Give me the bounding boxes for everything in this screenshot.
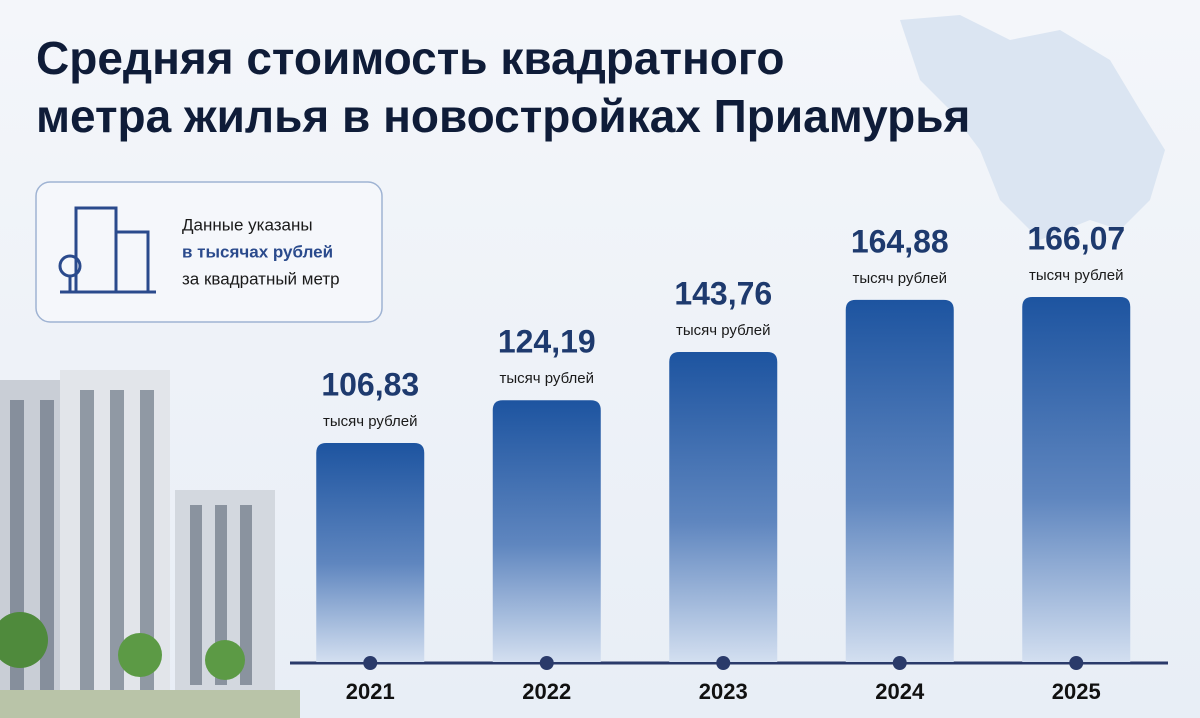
bar <box>845 299 954 662</box>
value-label: 143,76 <box>674 275 772 311</box>
chart-title: метра жилья в новостройках Приамурья <box>36 90 970 142</box>
bar <box>316 443 425 662</box>
note-text: за квадратный метр <box>182 269 340 288</box>
value-label: 166,07 <box>1027 220 1125 256</box>
axis-dot <box>363 656 378 670</box>
axis-dot <box>716 656 731 670</box>
bar <box>1022 296 1131 662</box>
x-tick-label: 2023 <box>699 679 748 704</box>
building-icon <box>58 206 156 294</box>
axis-dot <box>1069 656 1084 670</box>
x-tick-label: 2021 <box>346 679 395 704</box>
x-tick-label: 2022 <box>522 679 571 704</box>
chart-title: Средняя стоимость квадратного <box>36 32 785 84</box>
value-label: 106,83 <box>321 366 419 402</box>
value-unit: тысяч рублей <box>323 413 418 430</box>
region-map <box>900 15 1165 240</box>
value-label: 164,88 <box>851 223 949 259</box>
note-box <box>35 181 383 323</box>
buildings <box>0 370 300 718</box>
value-label: 124,19 <box>498 324 596 360</box>
axis-dot <box>539 656 554 670</box>
bar <box>669 351 778 662</box>
value-unit: тысяч рублей <box>676 322 771 339</box>
x-tick-label: 2025 <box>1052 679 1101 704</box>
bar <box>492 400 601 662</box>
value-unit: тысяч рублей <box>853 270 948 287</box>
note-text: Данные указаны <box>182 215 313 234</box>
note-text: в тысячах рублей <box>182 242 333 261</box>
value-unit: тысяч рублей <box>1029 267 1124 284</box>
x-tick-label: 2024 <box>875 679 925 704</box>
axis-dot <box>892 656 907 670</box>
value-unit: тысяч рублей <box>500 370 595 387</box>
